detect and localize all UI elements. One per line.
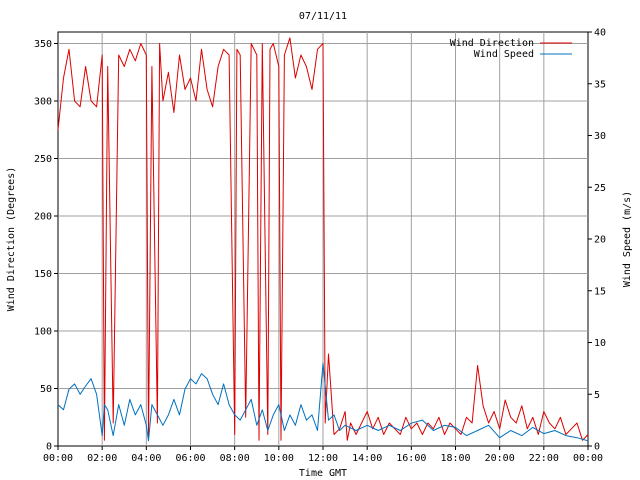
right-tick-label: 30 [594, 131, 606, 142]
right-tick-label: 15 [594, 286, 606, 297]
right-tick-label: 0 [594, 442, 600, 453]
x-tick-label: 02:00 [87, 453, 117, 464]
x-tick-label: 14:00 [352, 453, 382, 464]
left-tick-label: 100 [34, 327, 52, 338]
left-tick-label: 200 [34, 212, 52, 223]
legend-label-wind-speed: Wind Speed [474, 49, 534, 60]
left-tick-label: 350 [34, 39, 52, 50]
x-tick-label: 08:00 [220, 453, 250, 464]
chart-title: 07/11/11 [299, 11, 347, 22]
right-tick-label: 40 [594, 28, 606, 39]
legend-label-wind-direction: Wind Direction [450, 38, 534, 49]
x-tick-label: 12:00 [308, 453, 338, 464]
right-tick-label: 35 [594, 79, 606, 90]
right-tick-label: 20 [594, 235, 606, 246]
right-axis-label: Wind Speed (m/s) [622, 191, 633, 287]
legend: Wind Direction Wind Speed [450, 38, 572, 60]
x-tick-label: 04:00 [131, 453, 161, 464]
left-tick-label: 250 [34, 154, 52, 165]
x-tick-label: 18:00 [440, 453, 470, 464]
series-line-wind-speed [57, 362, 589, 442]
x-tick-label: 06:00 [175, 453, 205, 464]
x-axis-ticks: 00:00 02:00 04:00 06:00 08:00 10:00 12:00 14:00… [43, 446, 603, 464]
series-layer [57, 37, 589, 442]
x-tick-label: 00:00 [573, 453, 603, 464]
right-axis-ticks: 0 5 10 15 20 25 30 35 40 [588, 28, 606, 453]
left-axis-label: Wind Direction (Degrees) [6, 167, 17, 312]
x-tick-label: 00:00 [43, 453, 73, 464]
left-tick-label: 300 [34, 97, 52, 108]
right-tick-label: 5 [594, 390, 600, 401]
right-tick-label: 25 [594, 183, 606, 194]
left-axis-ticks: 0 50 100 150 200 250 300 350 [34, 39, 58, 453]
left-tick-label: 50 [40, 384, 52, 395]
x-tick-label: 22:00 [529, 453, 559, 464]
left-tick-label: 0 [46, 442, 52, 453]
left-tick-label: 150 [34, 269, 52, 280]
right-tick-label: 10 [594, 338, 606, 349]
x-tick-label: 16:00 [396, 453, 426, 464]
x-axis-label: Time GMT [299, 468, 347, 479]
x-tick-label: 10:00 [264, 453, 294, 464]
x-tick-label: 20:00 [485, 453, 515, 464]
series-line-wind-direction [57, 37, 589, 441]
